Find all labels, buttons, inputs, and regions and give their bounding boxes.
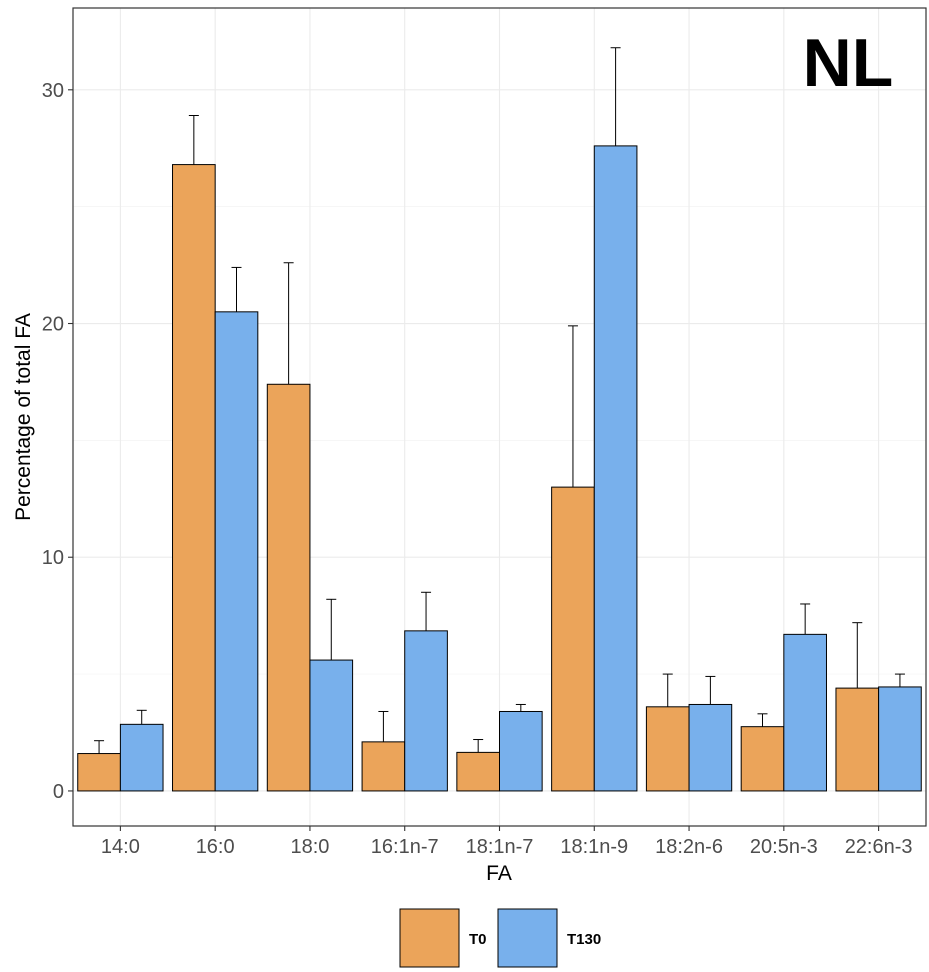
bar xyxy=(266,383,311,792)
legend-key-t130 xyxy=(497,908,558,968)
bar xyxy=(456,751,501,792)
y-tick-label: 20 xyxy=(42,314,64,336)
bar xyxy=(361,741,406,792)
bar xyxy=(551,486,595,792)
bar xyxy=(172,164,216,792)
bar xyxy=(740,726,785,792)
bar xyxy=(645,706,690,792)
legend-key-t0 xyxy=(399,908,460,968)
bar xyxy=(499,710,543,792)
x-tick-label: 18:1n-7 xyxy=(466,836,534,858)
x-tick-label: 18:2n-6 xyxy=(655,836,723,858)
bar xyxy=(835,687,880,792)
x-axis-title: FA xyxy=(486,862,512,885)
y-tick-label: 10 xyxy=(42,547,64,569)
bar xyxy=(119,723,164,792)
legend: T0 T130 xyxy=(399,908,601,968)
y-tick-label: 0 xyxy=(53,781,64,803)
y-tick-label: 30 xyxy=(42,80,64,102)
bars xyxy=(77,145,922,792)
y-axis-title: Percentage of total FA xyxy=(12,313,35,521)
x-tick-label: 18:0 xyxy=(290,836,329,858)
legend-label-t130: T130 xyxy=(567,931,601,948)
bar xyxy=(878,686,922,792)
bar xyxy=(309,659,354,792)
bar xyxy=(404,630,448,792)
x-tick-label: 20:5n-3 xyxy=(750,836,818,858)
x-tick-label: 16:0 xyxy=(196,836,235,858)
bar xyxy=(77,753,121,792)
x-tick-label: 18:1n-9 xyxy=(560,836,628,858)
bar xyxy=(783,633,827,792)
legend-label-t0: T0 xyxy=(469,931,487,948)
bar xyxy=(214,311,259,792)
panel-label: NL xyxy=(803,25,894,101)
bar xyxy=(593,145,638,792)
error-bars xyxy=(94,47,905,754)
bar xyxy=(688,703,733,792)
axes: 0 10 20 30 14:0 16:0 18:0 16:1n-7 18:1n-7 18:1n-9… xyxy=(42,80,913,858)
x-tick-label: 16:1n-7 xyxy=(371,836,439,858)
x-tick-label: 22:6n-3 xyxy=(845,836,913,858)
x-tick-label: 14:0 xyxy=(101,836,140,858)
